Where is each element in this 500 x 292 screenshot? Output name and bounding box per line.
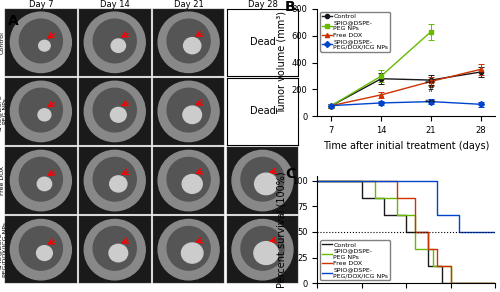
Ellipse shape bbox=[158, 150, 219, 211]
Ellipse shape bbox=[167, 227, 210, 270]
Title: Day 28: Day 28 bbox=[248, 0, 278, 9]
Circle shape bbox=[184, 38, 201, 54]
Y-axis label: Control: Control bbox=[0, 31, 4, 54]
Circle shape bbox=[38, 177, 52, 191]
Text: ***: *** bbox=[425, 99, 437, 108]
Ellipse shape bbox=[167, 19, 210, 63]
Ellipse shape bbox=[10, 220, 72, 280]
Y-axis label: SPIO@DSPE-
PEG NPs: SPIO@DSPE- PEG NPs bbox=[0, 92, 8, 131]
Ellipse shape bbox=[167, 88, 210, 132]
Text: B: B bbox=[285, 0, 296, 14]
Legend: Control, SPIO@DSPE-
PEG NPs, Free DOX, SPIO@DSPE-
PEG/DOX/ICG NPs: Control, SPIO@DSPE- PEG NPs, Free DOX, S… bbox=[320, 12, 390, 52]
Ellipse shape bbox=[232, 220, 293, 280]
Ellipse shape bbox=[241, 227, 284, 270]
Circle shape bbox=[254, 242, 278, 265]
Circle shape bbox=[36, 246, 52, 260]
Ellipse shape bbox=[167, 157, 210, 201]
Ellipse shape bbox=[93, 19, 136, 63]
Ellipse shape bbox=[93, 227, 136, 270]
Title: Day 7: Day 7 bbox=[28, 0, 53, 9]
Text: ***: *** bbox=[425, 81, 437, 89]
Circle shape bbox=[254, 173, 278, 195]
Ellipse shape bbox=[158, 81, 219, 142]
Ellipse shape bbox=[10, 12, 72, 72]
Legend: Control, SPIO@DSPE-
PEG NPs, Free DOX, SPIO@DSPE-
PEG/DOX/ICG NPs: Control, SPIO@DSPE- PEG NPs, Free DOX, S… bbox=[320, 240, 390, 280]
Circle shape bbox=[183, 106, 202, 124]
Circle shape bbox=[109, 244, 128, 262]
Ellipse shape bbox=[93, 88, 136, 132]
Circle shape bbox=[38, 109, 51, 121]
X-axis label: Time after initial treatment (days): Time after initial treatment (days) bbox=[323, 141, 490, 151]
Circle shape bbox=[38, 40, 50, 51]
Text: C: C bbox=[285, 167, 296, 181]
Ellipse shape bbox=[158, 12, 219, 72]
Ellipse shape bbox=[232, 150, 293, 211]
Circle shape bbox=[182, 175, 202, 193]
Text: Dead: Dead bbox=[250, 107, 276, 117]
Ellipse shape bbox=[20, 19, 62, 63]
Ellipse shape bbox=[84, 81, 145, 142]
Circle shape bbox=[110, 107, 126, 122]
Ellipse shape bbox=[20, 157, 62, 201]
Title: Day 14: Day 14 bbox=[100, 0, 130, 9]
Title: Day 21: Day 21 bbox=[174, 0, 204, 9]
Ellipse shape bbox=[241, 157, 284, 201]
Ellipse shape bbox=[84, 220, 145, 280]
Ellipse shape bbox=[10, 150, 72, 211]
Y-axis label: Tumor volume (mm³): Tumor volume (mm³) bbox=[276, 11, 286, 114]
Circle shape bbox=[110, 176, 127, 192]
Ellipse shape bbox=[20, 227, 62, 270]
Y-axis label: Free DOX: Free DOX bbox=[0, 166, 4, 195]
Text: Dead: Dead bbox=[250, 37, 276, 47]
Text: #: # bbox=[428, 84, 434, 93]
Circle shape bbox=[111, 39, 126, 52]
Ellipse shape bbox=[10, 81, 72, 142]
Ellipse shape bbox=[93, 157, 136, 201]
Ellipse shape bbox=[84, 12, 145, 72]
Text: A: A bbox=[8, 14, 18, 28]
Circle shape bbox=[182, 243, 203, 263]
Ellipse shape bbox=[158, 220, 219, 280]
Y-axis label: Percent survival (100%): Percent survival (100%) bbox=[276, 171, 286, 288]
Ellipse shape bbox=[84, 150, 145, 211]
Ellipse shape bbox=[20, 88, 62, 132]
Y-axis label: SPIO@DSPE-
PEG/DOX/ICG NPs: SPIO@DSPE- PEG/DOX/ICG NPs bbox=[0, 222, 8, 277]
